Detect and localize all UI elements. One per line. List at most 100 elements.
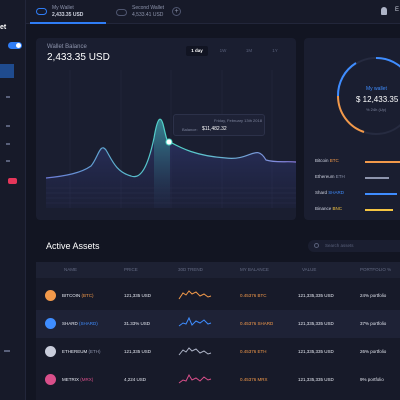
coin-legend-bitcoin: Bitcoin BTC [315,158,400,166]
asset-name: BITCOIN [62,293,81,298]
asset-value: 121,335,335 USD [298,377,334,382]
sidebar-item-history[interactable] [6,160,10,162]
sidebar-item-exchange[interactable] [6,143,10,145]
highlight-area [154,119,170,208]
wallet-tab-second-wallet[interactable]: Second Wallet 4,533.41 USD [110,0,170,24]
table-row[interactable]: BITCOIN (BTC) 121,335 USD 0.45376 BTC 12… [36,282,400,310]
table-row[interactable]: ETHEREUM (ETH) 121,335 USD 0.45376 ETH 1… [36,338,400,366]
theme-toggle[interactable] [8,42,22,49]
wallet-balance-card: Wallet Balance 2,433.35 USD 1 day 1W 1M … [36,38,296,220]
asset-symbol: (MRX) [80,377,94,382]
range-1-year[interactable]: 1Y [272,48,278,53]
wallet-name: My Wallet [52,4,74,11]
asset-symbol: (ETH) [88,349,101,354]
asset-portfolio: 9% portfolio [360,377,384,382]
coin-share-bar [365,193,397,195]
trend-sparkline [178,373,212,384]
table-row[interactable]: METRIX (MRX) 4,224 USD 0.45376 MRX 121,3… [36,366,400,394]
coin-share-bar [365,209,393,211]
wallet-tab-my-wallet[interactable]: My Wallet 2,433.35 USD [30,0,106,24]
wallet-icon [116,8,127,16]
asset-name: METRIX [62,377,80,382]
table-header: NAME PRICE 30D TREND MY BALANCE VALUE PO… [36,262,400,278]
coin-share-bar [365,177,389,179]
asset-price: 121,335 USD [124,293,152,298]
asset-balance: 0.45376 SHARD [240,321,274,326]
column-header-portfolio[interactable]: PORTFOLIO % [360,267,392,272]
wallet-amount: 2,433.35 USD [52,11,84,18]
selected-point[interactable] [165,138,173,146]
tooltip-date: Friday, February 13th 2018 [214,118,262,123]
assets-table: NAME PRICE 30D TREND MY BALANCE VALUE PO… [36,262,400,400]
sidebar: et [0,0,26,400]
wallet-icon [36,7,47,15]
coin-share-bar [365,161,400,163]
asset-symbol: (SHARD) [79,321,98,326]
asset-price: 121,335 USD [124,349,152,354]
balance-label: Wallet Balance [47,44,87,50]
metrix-icon [45,374,56,385]
my-wallet-change: % 24h (Up) [366,107,387,112]
balance-value: 2,433.35 USD [47,52,110,63]
chart-tooltip: Friday, February 13th 2018 Balance: $11,… [173,114,265,136]
range-1-month[interactable]: 1M [245,48,253,53]
tooltip-balance-value: $11,482.32 [202,126,227,132]
wallet-name: Second Wallet [132,5,165,11]
range-selector: 1 day 1W 1M 1Y [186,46,286,56]
shard-icon [45,318,56,329]
active-assets-title: Active Assets [46,241,100,251]
user-avatar[interactable]: E [395,7,400,13]
my-wallet-card: My wallet $ 12,433.35 % 24h (Up) Bitcoin… [304,38,400,220]
asset-name: ETHEREUM [62,349,88,354]
top-bar: My Wallet 2,433.35 USD Second Wallet 4,5… [26,0,400,24]
asset-value: 121,335,335 USD [298,321,334,326]
asset-price: 4,224 USD [124,377,147,382]
asset-portfolio: 26% portfolio [360,349,387,354]
add-wallet-button[interactable]: + [172,7,181,16]
coin-legend-binance: Binance BNC [315,206,400,214]
asset-value: 121,335,335 USD [298,349,334,354]
column-header-balance[interactable]: MY BALANCE [240,267,269,272]
sidebar-item-dashboard[interactable] [6,96,10,98]
sidebar-title: et [0,24,7,31]
sidebar-item-logout[interactable] [4,350,10,352]
asset-balance: 0.45376 BTC [240,293,267,298]
wallet-donut-chart [336,56,400,135]
column-header-value[interactable]: VALUE [302,267,317,272]
table-row[interactable]: SHARD (SHARD) 31.33% USD 0.45376 SHARD 1… [36,310,400,338]
bitcoin-icon [45,290,56,301]
search-icon [314,243,319,248]
asset-price: 31.33% USD [124,321,151,326]
donut-segment-shard [375,56,400,68]
column-header-trend[interactable]: 30D TREND [178,267,203,272]
my-wallet-amount: $ 12,433.35 [356,95,399,104]
asset-portfolio: 37% portfolio [360,321,387,326]
coin-legend-ethereum: Ethereum ETH [315,174,400,182]
column-header-price[interactable]: PRICE [124,267,138,272]
coin-legend-shard: Shard SHARD [315,190,400,198]
asset-balance: 0.45376 MRX [240,377,268,382]
asset-symbol: (BTC) [81,293,94,298]
search-placeholder: Search assets [325,243,354,248]
trend-sparkline [178,316,212,327]
bell-icon[interactable] [381,7,387,15]
area-hatching [46,187,296,204]
trend-sparkline [178,290,212,300]
asset-balance: 0.45376 ETH [240,349,267,354]
donut-segment-blue [336,62,357,97]
balance-line [45,118,296,179]
balance-area-chart[interactable] [36,38,296,220]
sidebar-item-markets[interactable] [6,125,10,127]
asset-portfolio: 24% portfolio [360,293,387,298]
my-wallet-title: My wallet [366,86,387,92]
trend-sparkline [178,347,212,356]
balance-area-fill [46,119,296,208]
range-1-week[interactable]: 1W [219,48,227,53]
asset-value: 121,335,335 USD [298,293,334,298]
sidebar-item-wallet[interactable] [0,64,14,78]
range-1-day[interactable]: 1 day [186,46,208,56]
column-header-name[interactable]: NAME [64,267,78,272]
search-input[interactable]: Search assets [308,240,400,252]
tooltip-balance-label: Balance: [182,127,198,132]
wallet-amount: 4,533.41 USD [132,12,164,18]
